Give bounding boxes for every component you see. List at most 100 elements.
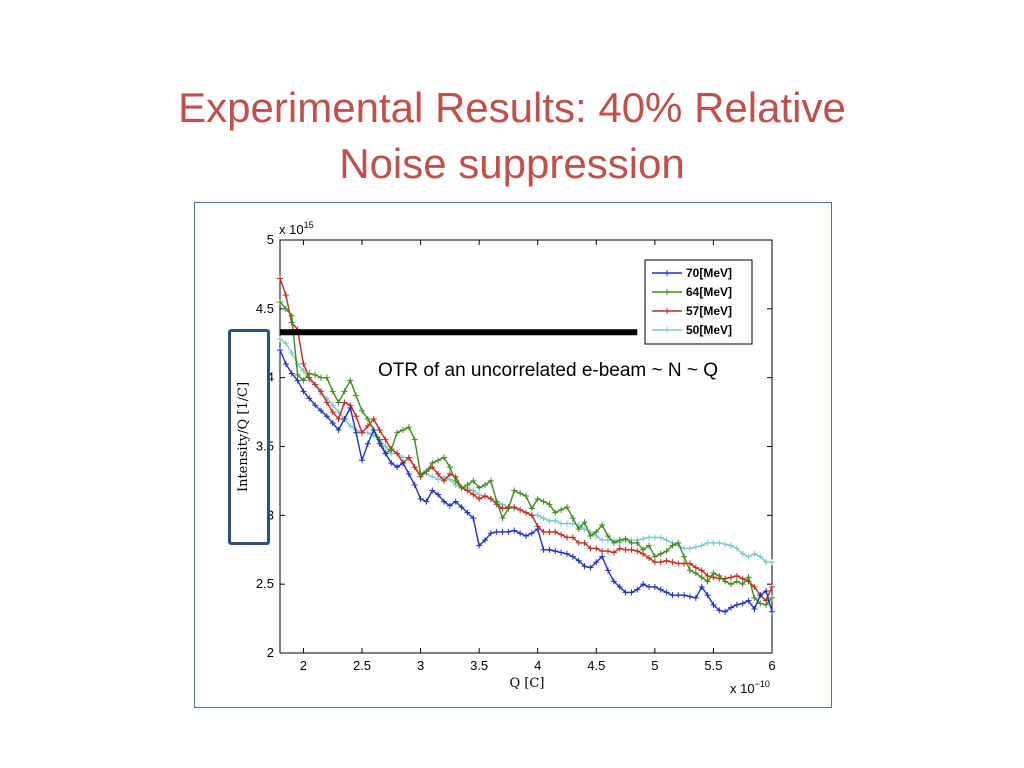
data-point [769,559,775,566]
data-point [394,429,401,436]
data-point [435,476,442,483]
data-point [669,592,676,599]
data-point [587,532,594,539]
data-point [347,377,354,384]
slide-title-line-1: Experimental Results: 40% Relative [178,84,846,131]
data-point [353,392,360,399]
data-point [364,429,371,436]
data-point [669,542,676,549]
data-point [300,388,307,395]
y-tick-label: 2 [267,645,274,660]
data-point [323,374,330,381]
data-point [277,298,283,305]
data-point [605,548,611,555]
data-point [710,539,717,546]
data-point [716,607,723,614]
data-point [681,553,688,560]
data-point [288,349,295,356]
legend-marker [664,270,670,276]
data-point [441,454,447,461]
x-tick-label: 2.5 [353,658,371,673]
data-point [739,550,746,557]
data-point [657,586,664,593]
data-point [552,517,559,524]
data-point [534,526,541,533]
x-tick-label: 5 [651,658,658,673]
data-point [739,600,746,607]
data-point [558,549,565,556]
data-point [382,450,389,457]
data-point [400,460,406,467]
data-point [517,490,524,497]
data-point [599,553,606,560]
legend-label: 64[MeV] [686,285,732,299]
data-point [306,370,313,377]
data-point [417,495,424,502]
series-57mev [277,275,775,604]
data-point [388,446,395,453]
data-point [593,528,600,535]
data-point [464,509,471,516]
slide-title: Experimental Results: 40% Relative Noise… [0,80,1024,192]
data-point [692,564,699,571]
data-point [640,546,647,553]
data-point [446,502,453,509]
data-point [394,464,401,471]
data-point [569,515,576,522]
data-point [329,402,336,409]
data-point [353,429,360,436]
data-point [364,440,371,447]
data-point [622,546,629,553]
data-point [318,374,324,381]
series-64mev [277,298,775,608]
data-point [581,526,588,533]
data-point [628,546,635,553]
data-point [540,546,547,553]
data-point [300,360,307,367]
data-point [769,608,775,615]
data-point [728,542,734,549]
data-point [610,578,617,585]
data-point [564,504,570,511]
data-point [277,336,283,343]
data-point [733,601,740,608]
data-point [646,555,652,562]
data-point [499,528,506,535]
data-point [698,542,705,549]
data-point [318,388,324,395]
data-point [405,471,412,478]
data-point [476,484,483,491]
data-point [523,532,529,539]
data-point [359,429,365,436]
data-point [745,597,752,604]
data-point [517,530,524,537]
data-point [599,548,606,555]
data-point [329,420,336,427]
data-point [359,457,365,464]
data-point [394,450,401,457]
data-point [417,471,424,478]
data-point [499,505,506,512]
data-point [487,530,494,537]
data-point [622,589,629,596]
data-point [540,498,547,505]
data-point [523,493,529,500]
x-tick-label: 4.5 [587,658,605,673]
data-point [745,574,752,581]
annotation-text: OTR of an uncorrelated e-beam ~ N ~ Q [378,360,719,381]
data-point [546,546,553,553]
x-tick-label: 3.5 [470,658,488,673]
data-point [534,495,541,502]
data-point [335,415,342,422]
data-point [282,292,289,299]
data-point [558,520,565,527]
data-point [616,545,623,552]
data-point [464,482,471,489]
data-point [312,381,319,388]
data-point [282,305,289,312]
legend-items: 70[MeV] 64[MeV] 57[MeV] 50[MeV] [652,266,732,337]
data-point [282,340,289,347]
data-point [610,549,617,556]
data-point [546,501,553,508]
x-tick-label: 4 [534,658,541,673]
